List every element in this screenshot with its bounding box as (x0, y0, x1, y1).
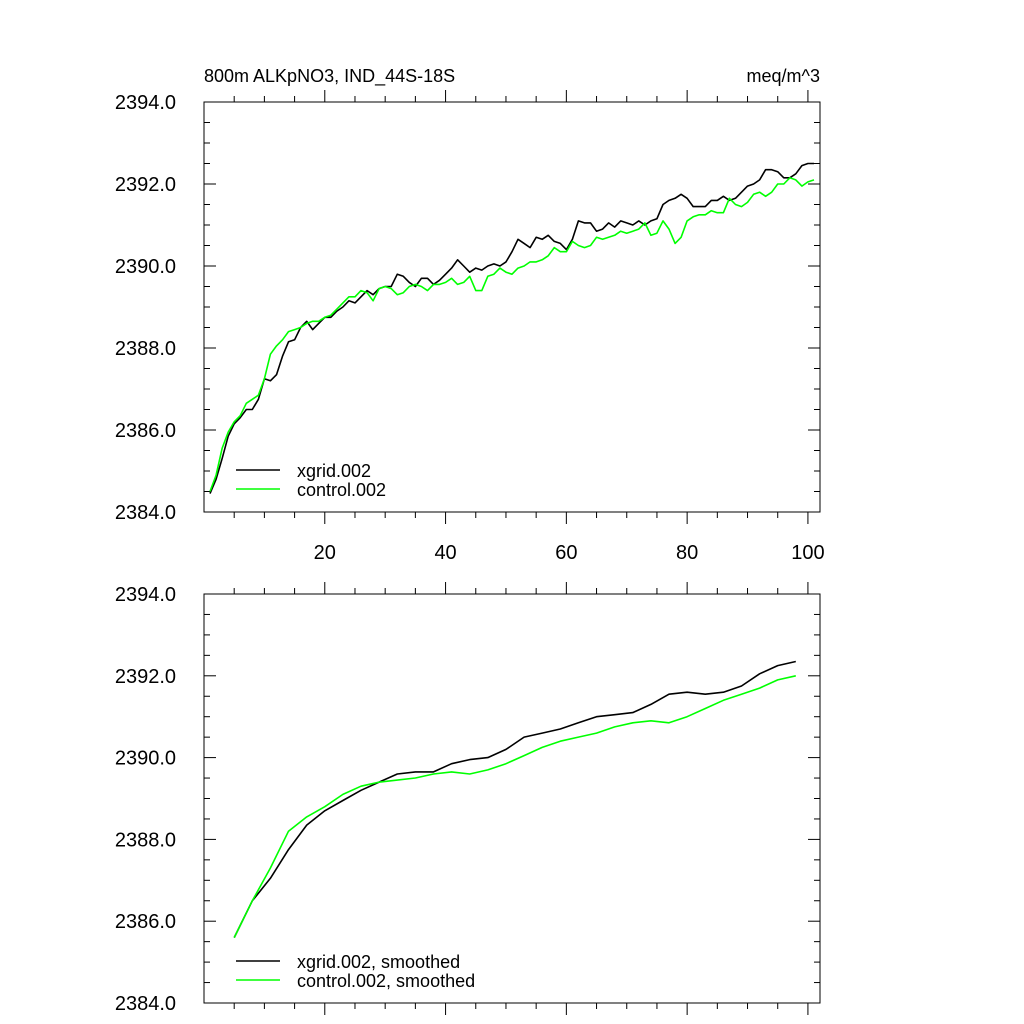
series-line-xgrid (233, 660, 796, 938)
plot-frame (203, 593, 821, 1004)
y-tick-label: 2388.0 (115, 829, 176, 851)
x-tick-label: 40 (434, 542, 456, 564)
y-tick-label: 2394.0 (115, 584, 176, 606)
bottom-panel: 2384.0 2386.0 2388.0 2390.0 2392.0 2394.0 xgri… (115, 582, 821, 1015)
series-line-xgrid (209, 162, 814, 494)
x-tick-label: 100 (791, 542, 824, 564)
y-tick-label: 2386.0 (115, 420, 176, 442)
y-tick-label: 2392.0 (115, 174, 176, 196)
y-tick-label: 2390.0 (115, 748, 176, 770)
legend-label: control.002 (297, 480, 386, 500)
top-panel: 2384.0 2386.0 2388.0 2390.0 2392.0 2394.0 20 40… (115, 90, 825, 564)
legend-label: xgrid.002, smoothed (297, 952, 460, 972)
x-tick-label: 80 (676, 542, 698, 564)
y-tick-label: 2384.0 (115, 502, 176, 524)
y-tick-label: 2386.0 (115, 911, 176, 933)
x-tick-label: 60 (555, 542, 577, 564)
y-tick-label: 2388.0 (115, 338, 176, 360)
series-line-control (209, 177, 815, 492)
x-tick-label: 20 (314, 542, 336, 564)
units-label: meq/m^3 (747, 66, 820, 86)
chart-title: 800m ALKpNO3, IND_44S-18S (204, 66, 455, 87)
y-tick-label: 2390.0 (115, 256, 176, 278)
y-tick-label: 2384.0 (115, 993, 176, 1015)
y-tick-label: 2392.0 (115, 666, 176, 688)
plot-frame (203, 101, 821, 513)
legend-label: control.002, smoothed (297, 971, 475, 991)
y-tick-label: 2394.0 (115, 92, 176, 114)
legend-label: xgrid.002 (297, 461, 371, 481)
series-line-control (233, 675, 796, 938)
